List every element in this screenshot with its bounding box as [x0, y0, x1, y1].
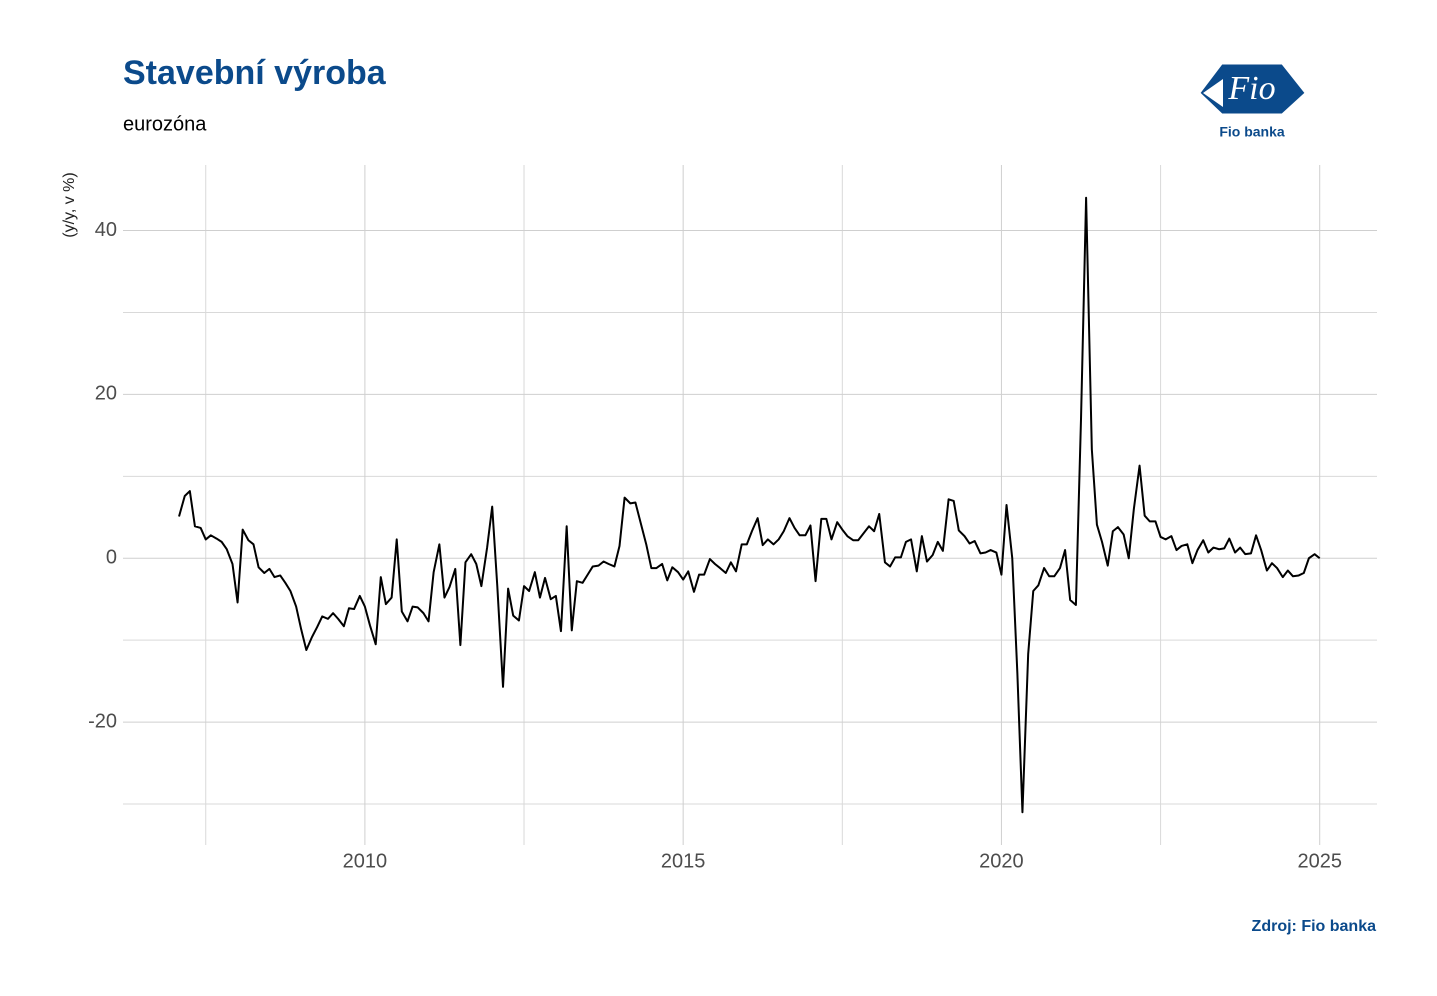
x-tick-label: 2020 — [979, 850, 1024, 872]
chart-subtitle: eurozóna — [123, 113, 207, 135]
logo-caption: Fio banka — [1219, 124, 1285, 140]
y-tick-label: 20 — [95, 383, 117, 405]
grid — [123, 165, 1377, 845]
source: Zdroj: Fio banka — [1252, 918, 1377, 935]
x-tick-label: 2015 — [661, 850, 706, 872]
logo-accent — [1203, 79, 1223, 107]
logo-shape — [1199, 63, 1306, 115]
logo: Fio Fio banka — [1199, 63, 1306, 140]
x-tick-label: 2010 — [343, 850, 388, 872]
y-axis-label: (y/y, v %) — [61, 172, 78, 237]
chart-title: Stavební výroba — [123, 54, 387, 92]
y-tick-label: 0 — [106, 547, 117, 569]
logo-mark: Fio — [1227, 70, 1275, 107]
line — [178, 196, 1321, 814]
y-tick-label: -20 — [88, 710, 117, 732]
y-tick-label: 40 — [95, 219, 117, 241]
x-tick-label: 2025 — [1297, 850, 1342, 872]
